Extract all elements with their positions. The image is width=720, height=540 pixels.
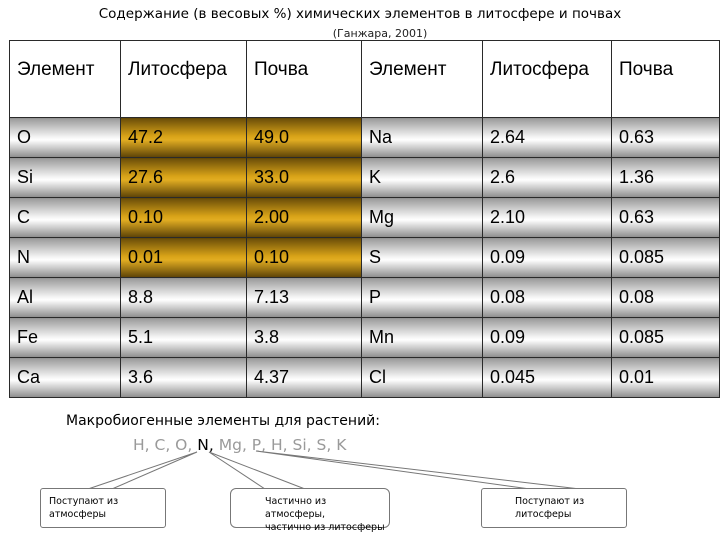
macro-elements-atmospheric: H, C, O, xyxy=(133,436,193,454)
callout-line: Поступают из xyxy=(49,496,119,507)
macro-elements-mixed: N, xyxy=(197,436,214,454)
callout-line: литосферы xyxy=(515,509,572,520)
leader-lithosphere xyxy=(255,450,581,490)
table-cell: 33.0 xyxy=(246,157,362,198)
table-cell: 0.045 xyxy=(482,357,612,398)
source-citation: (Ганжара, 2001) xyxy=(332,27,428,40)
table-cell: 5.1 xyxy=(120,317,247,358)
table-cell: Al xyxy=(9,277,121,318)
table-cell: 7.13 xyxy=(246,277,362,318)
table-cell: 0.085 xyxy=(611,237,720,278)
table-cell: 0.085 xyxy=(611,317,720,358)
macro-elements-label: Макробиогенные элементы для растений: xyxy=(66,413,380,429)
elements-table: Элемент Литосфера Почва Элемент Литосфер… xyxy=(9,40,720,398)
table-cell: 3.8 xyxy=(246,317,362,358)
table-header-row: Элемент Литосфера Почва Элемент Литосфер… xyxy=(9,40,720,118)
header-cell-element: Элемент xyxy=(361,40,483,118)
callout-line: Поступают из xyxy=(515,496,585,507)
callout-line: атмосферы xyxy=(49,509,107,520)
callout-line: частично из литосферы xyxy=(265,522,385,533)
table-cell: 0.01 xyxy=(611,357,720,398)
table-cell: Mn xyxy=(361,317,483,358)
table-cell: 8.8 xyxy=(120,277,247,318)
table-cell: P xyxy=(361,277,483,318)
header-cell-element: Элемент xyxy=(9,40,121,118)
table-cell: 0.63 xyxy=(611,197,720,238)
table-row: Ca 3.6 4.37 Cl 0.045 0.01 xyxy=(9,357,720,398)
macro-elements-lithospheric: Mg, P, H, Si, S, K xyxy=(218,436,347,454)
table-row: Fe 5.1 3.8 Mn 0.09 0.085 xyxy=(9,317,720,358)
table-cell: 0.10 xyxy=(246,237,362,278)
page-title: Содержание (в весовых %) химических элем… xyxy=(98,6,622,22)
header-cell-lithosphere: Литосфера xyxy=(120,40,247,118)
header-cell-soil: Почва xyxy=(611,40,720,118)
header-cell-lithosphere: Литосфера xyxy=(482,40,612,118)
table-cell: 3.6 xyxy=(120,357,247,398)
callout-from-atmosphere: Поступают из атмосферы xyxy=(40,488,166,528)
callout-partial: Частично из атмосферы, частично из литос… xyxy=(230,488,390,533)
table-row: O 47.2 49.0 Na 2.64 0.63 xyxy=(9,117,720,158)
table-cell: 2.64 xyxy=(482,117,612,158)
table-cell: Si xyxy=(9,157,121,198)
table-row: Si 27.6 33.0 K 2.6 1.36 xyxy=(9,157,720,198)
macro-elements-list: H, C, O, N, Mg, P, H, Si, S, K xyxy=(133,436,346,454)
table-cell: Ca xyxy=(9,357,121,398)
table-cell: N xyxy=(9,237,121,278)
leader-partial xyxy=(208,451,306,490)
table-cell: Na xyxy=(361,117,483,158)
table-cell: 49.0 xyxy=(246,117,362,158)
table-cell: 0.09 xyxy=(482,317,612,358)
table-cell: Fe xyxy=(9,317,121,358)
table-cell: 27.6 xyxy=(120,157,247,198)
callout-line: Частично из атмосферы, xyxy=(265,496,327,520)
table-cell: 0.63 xyxy=(611,117,720,158)
table-cell: Cl xyxy=(361,357,483,398)
table-cell: O xyxy=(9,117,121,158)
table-cell: 0.09 xyxy=(482,237,612,278)
table-cell: S xyxy=(361,237,483,278)
table-cell: 1.36 xyxy=(611,157,720,198)
table-cell: 2.6 xyxy=(482,157,612,198)
table-row: N 0.01 0.10 S 0.09 0.085 xyxy=(9,237,720,278)
table-row: C 0.10 2.00 Mg 2.10 0.63 xyxy=(9,197,720,238)
table-cell: 0.01 xyxy=(120,237,247,278)
header-cell-soil: Почва xyxy=(246,40,362,118)
table-cell: Mg xyxy=(361,197,483,238)
leader-atmosphere xyxy=(87,451,198,490)
table-cell: 2.00 xyxy=(246,197,362,238)
callout-from-lithosphere: Поступают из литосферы xyxy=(481,488,627,528)
